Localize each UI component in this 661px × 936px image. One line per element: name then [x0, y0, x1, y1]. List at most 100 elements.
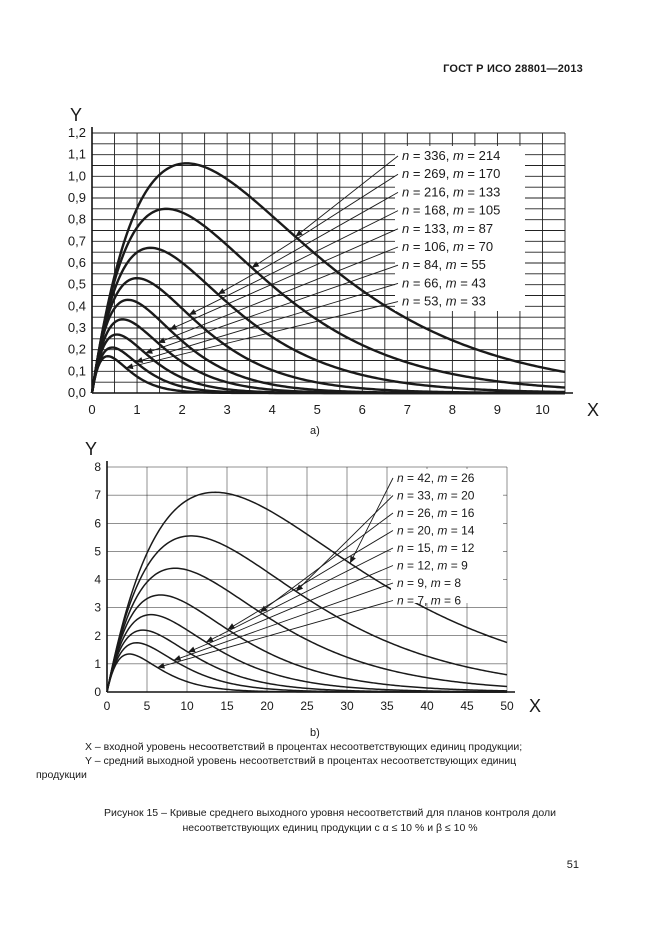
y-tick-label: 0	[94, 685, 101, 699]
legend-leader-line	[169, 228, 399, 330]
y-tick-label: 6	[94, 516, 101, 530]
x-tick-label: 5	[144, 699, 151, 713]
y-tick-label: 0,1	[68, 363, 86, 378]
series-line	[106, 535, 508, 693]
figure-caption-line1: Рисунок 15 – Кривые среднего выходного у…	[103, 807, 557, 819]
legend-arrowhead	[135, 357, 144, 363]
y-tick-label: 0,0	[68, 385, 86, 400]
legend-entry: n = 66, m = 43	[402, 275, 486, 290]
y-tick-label: 0,6	[68, 255, 86, 270]
y-axis-label: Y	[70, 105, 82, 125]
legend-arrowhead	[350, 555, 356, 564]
legend-leader-line	[295, 495, 394, 592]
y-tick-label: 2	[94, 629, 101, 643]
x-tick-label: 35	[380, 699, 394, 713]
legend-entry: n = 42, m = 26	[397, 471, 475, 485]
y-tick-label: 1,1	[68, 147, 86, 162]
y-tick-label: 7	[94, 488, 101, 502]
legend: n = 42, m = 26 n = 33, m = 20 n = 26, m = …	[157, 471, 475, 669]
legend-arrowhead	[125, 363, 134, 370]
legend-arrowhead	[295, 229, 303, 237]
legend-arrowhead	[157, 337, 166, 344]
legend-arrowhead	[173, 655, 182, 661]
legend-entry: n = 53, m = 33	[402, 294, 486, 309]
series-line	[106, 491, 508, 693]
x-tick-label: 2	[178, 402, 185, 417]
y-tick-label: 4	[94, 573, 101, 587]
legend-entry: n = 20, m = 14	[397, 524, 475, 538]
subfigure-label-a: a)	[310, 425, 320, 437]
x-tick-label: 40	[420, 699, 434, 713]
legend-arrowhead	[188, 309, 197, 315]
legend-leader-line	[173, 582, 394, 661]
legend-arrowhead	[260, 605, 268, 613]
x-axis-label: X	[587, 400, 599, 418]
document-id-header: ГОСТ Р ИСО 28801—2013	[443, 63, 583, 75]
x-tick-label: 50	[500, 699, 514, 713]
y-tick-label: 0,4	[68, 298, 86, 313]
legend-leader-line	[157, 246, 399, 344]
y-tick-label: 8	[94, 460, 101, 474]
x-tick-label: 5	[314, 402, 321, 417]
curves	[90, 162, 566, 395]
x-axis-label: X	[529, 696, 541, 716]
series-line	[90, 354, 565, 395]
x-tick-label: 10	[180, 699, 194, 713]
y-tick-label: 1,2	[68, 125, 86, 140]
x-tick-label: 0	[88, 402, 95, 417]
legend-leader-line	[125, 301, 399, 369]
legend-leader-line	[145, 264, 399, 354]
legend-entry: n = 7, m = 6	[397, 594, 461, 608]
y-tick-label: 1,0	[68, 168, 86, 183]
y-tick-label: 1	[94, 657, 101, 671]
legend-entry: n = 336, m = 214	[402, 148, 500, 163]
x-tick-label: 45	[460, 699, 474, 713]
legend: n = 336, m = 214 n = 269, m = 170 n = 216,…	[125, 148, 500, 370]
x-tick-label: 15	[220, 699, 234, 713]
series-line	[106, 653, 507, 693]
legend-entry: n = 26, m = 16	[397, 506, 475, 520]
legend-leader-line	[349, 477, 394, 564]
x-tick-label: 4	[269, 402, 276, 417]
page-number: 51	[566, 859, 579, 871]
y-tick-label: 5	[94, 544, 101, 558]
legend-entry: n = 84, m = 55	[402, 257, 486, 272]
x-axis-description: X – входной уровень несоответствий в про…	[85, 741, 523, 753]
x-tick-label: 25	[300, 699, 314, 713]
x-tick-label: 6	[359, 402, 366, 417]
legend-arrowhead	[145, 348, 153, 354]
legend-arrowhead	[217, 288, 226, 295]
legend-leader-line	[188, 210, 399, 316]
x-tick-label: 8	[449, 402, 456, 417]
legend-leader-line	[217, 192, 399, 295]
legend-leader-line	[187, 565, 394, 653]
y-tick-label: 0,2	[68, 342, 86, 357]
subfigure-label-b: b)	[310, 727, 320, 739]
legend-entry: n = 106, m = 70	[402, 239, 493, 254]
legend-leader-line	[227, 530, 394, 630]
y-tick-label: 0,5	[68, 277, 86, 292]
legend-arrowhead	[206, 636, 214, 643]
legend-leader-line	[295, 155, 399, 238]
y-axis-description: Y – средний выходной уровень несоответст…	[85, 755, 517, 767]
figure-caption: Рисунок 15 – Кривые среднего выходного у…	[30, 806, 630, 836]
x-tick-label: 7	[404, 402, 411, 417]
x-tick-label: 10	[535, 402, 549, 417]
legend-entry: n = 33, m = 20	[397, 489, 475, 503]
x-tick-label: 20	[260, 699, 274, 713]
legend-leader-line	[251, 173, 399, 269]
x-tick-label: 0	[104, 699, 111, 713]
legend-arrowhead	[296, 584, 304, 592]
y-tick-label: 3	[94, 601, 101, 615]
legend-entry: n = 12, m = 9	[397, 559, 468, 573]
x-tick-label: 1	[133, 402, 140, 417]
y-tick-label: 0,3	[68, 320, 86, 335]
series-line	[106, 594, 508, 693]
y-tick-label: 0,9	[68, 190, 86, 205]
series-line	[90, 162, 566, 394]
legend-leader-line	[259, 512, 394, 613]
series-line	[90, 246, 566, 394]
legend-entry: n = 216, m = 133	[402, 184, 500, 199]
chart-a: 0 1 2 3 4 5 6 7 8 9 10 0,0 0,1 0,2 0,3 0,4 0,5 0,6 0,7 0,8 0…	[68, 105, 599, 418]
